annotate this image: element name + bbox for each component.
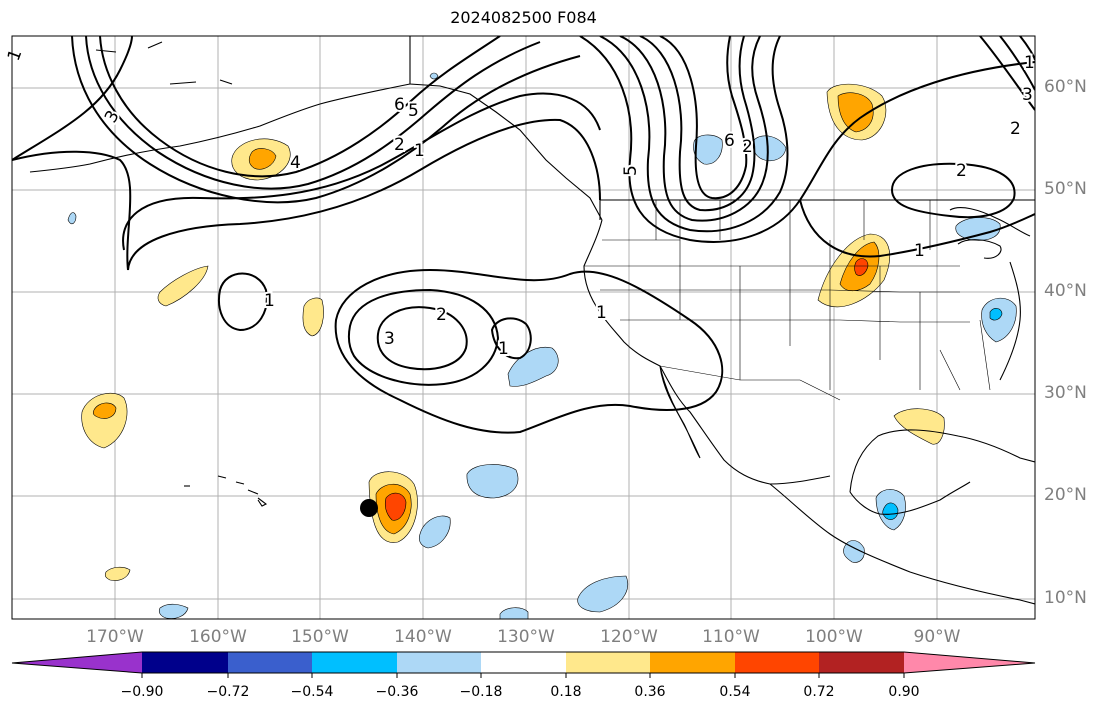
storm-marker [360,499,378,517]
colorbar-segment [397,652,481,673]
lon-label: 90°W [913,627,961,647]
colorbar-tick-label: −0.18 [459,684,503,700]
contour-label: 4 [290,153,301,173]
fill-light-blue [843,540,865,563]
lat-label: 60°N [1044,77,1087,97]
contour-label: 1 [414,141,425,161]
fill-yellow [157,265,209,307]
fill-yellow [302,297,324,337]
colorbar-segment [566,652,650,673]
map-title: 2024082500 F084 [450,8,597,27]
lon-label: 100°W [805,627,863,647]
colorbar-tick-label: 0.18 [550,684,582,700]
colorbar-tick-label: 0.54 [719,684,751,700]
fill-red [854,258,869,276]
lon-label: 140°W [394,627,452,647]
colorbar-tick-label: −0.54 [290,684,334,700]
contour-label: 2 [1010,119,1021,139]
lat-label: 10°N [1044,588,1087,608]
colorbar-segment [650,652,735,673]
fill-light-blue [693,134,723,165]
colorbar-segment [481,652,566,673]
fill-light-blue [577,575,628,613]
contour-label: 5 [621,165,641,176]
anomaly-fills [67,72,1017,619]
fill-light-blue [752,135,787,161]
contour-label: 1 [264,291,275,311]
colorbar-tick-label: 0.90 [888,684,920,700]
lon-label: 130°W [497,627,555,647]
colorbar-segment [142,652,228,673]
lon-label: 160°W [189,627,247,647]
contour-label: 1 [498,339,509,359]
lat-label: 20°N [1044,485,1087,505]
contour-label: 6 [724,131,735,151]
fill-light-blue [955,217,1001,241]
contour-label: 3 [384,329,395,349]
colorbar [11,651,1036,678]
fill-light-blue [67,212,77,225]
lon-label: 110°W [702,627,760,647]
fill-orange [248,148,277,170]
colorbar-tick-label: −0.90 [120,684,164,700]
lat-label: 50°N [1044,179,1087,199]
fill-cyan [989,308,1003,321]
contour-label: 5 [408,101,419,121]
fill-yellow [81,392,128,449]
lat-label: 40°N [1044,281,1087,301]
fill-light-blue [466,464,519,499]
map-frame [11,35,1036,620]
colorbar-tick-label: −0.72 [206,684,250,700]
contour-label: 2 [436,305,447,325]
fill-light-blue [507,346,559,387]
contour-label: 6 [394,95,405,115]
contour-label: 2 [956,161,967,181]
lon-label: 170°W [86,627,144,647]
lat-label: 30°N [1044,383,1087,403]
contour-label: 2 [742,137,753,157]
colorbar-segment [819,652,904,673]
fill-yellow [893,408,945,445]
contour-label: 1 [4,47,26,64]
contour-lines [12,36,1035,434]
fill-light-blue [418,515,451,549]
fill-yellow [104,566,131,581]
fill-light-blue [429,72,439,80]
political-borders [584,200,991,401]
colorbar-tick-label: −0.36 [375,684,419,700]
fill-light-blue [499,607,529,619]
contour-label: 1 [914,241,925,261]
colorbar-segment [228,652,312,673]
colorbar-tick-label: 0.72 [803,684,835,700]
fill-orange [837,92,874,133]
contour-label: 1 [596,303,607,323]
fill-red [384,492,407,521]
colorbar-tick-label: 0.36 [634,684,666,700]
contour-label: 3 [1022,85,1033,105]
fill-orange [92,402,117,419]
colorbar-segment [904,652,1035,673]
colorbar-segment [12,652,142,673]
fill-light-blue [981,297,1017,343]
fill-cyan [882,502,899,520]
contour-label: 2 [394,135,405,155]
colorbar-segment [735,652,819,673]
lon-label: 150°W [291,627,349,647]
colorbar-segment [312,652,397,673]
contour-label: 1 [1024,53,1035,73]
fill-light-blue [158,603,189,619]
lon-label: 120°W [600,627,658,647]
